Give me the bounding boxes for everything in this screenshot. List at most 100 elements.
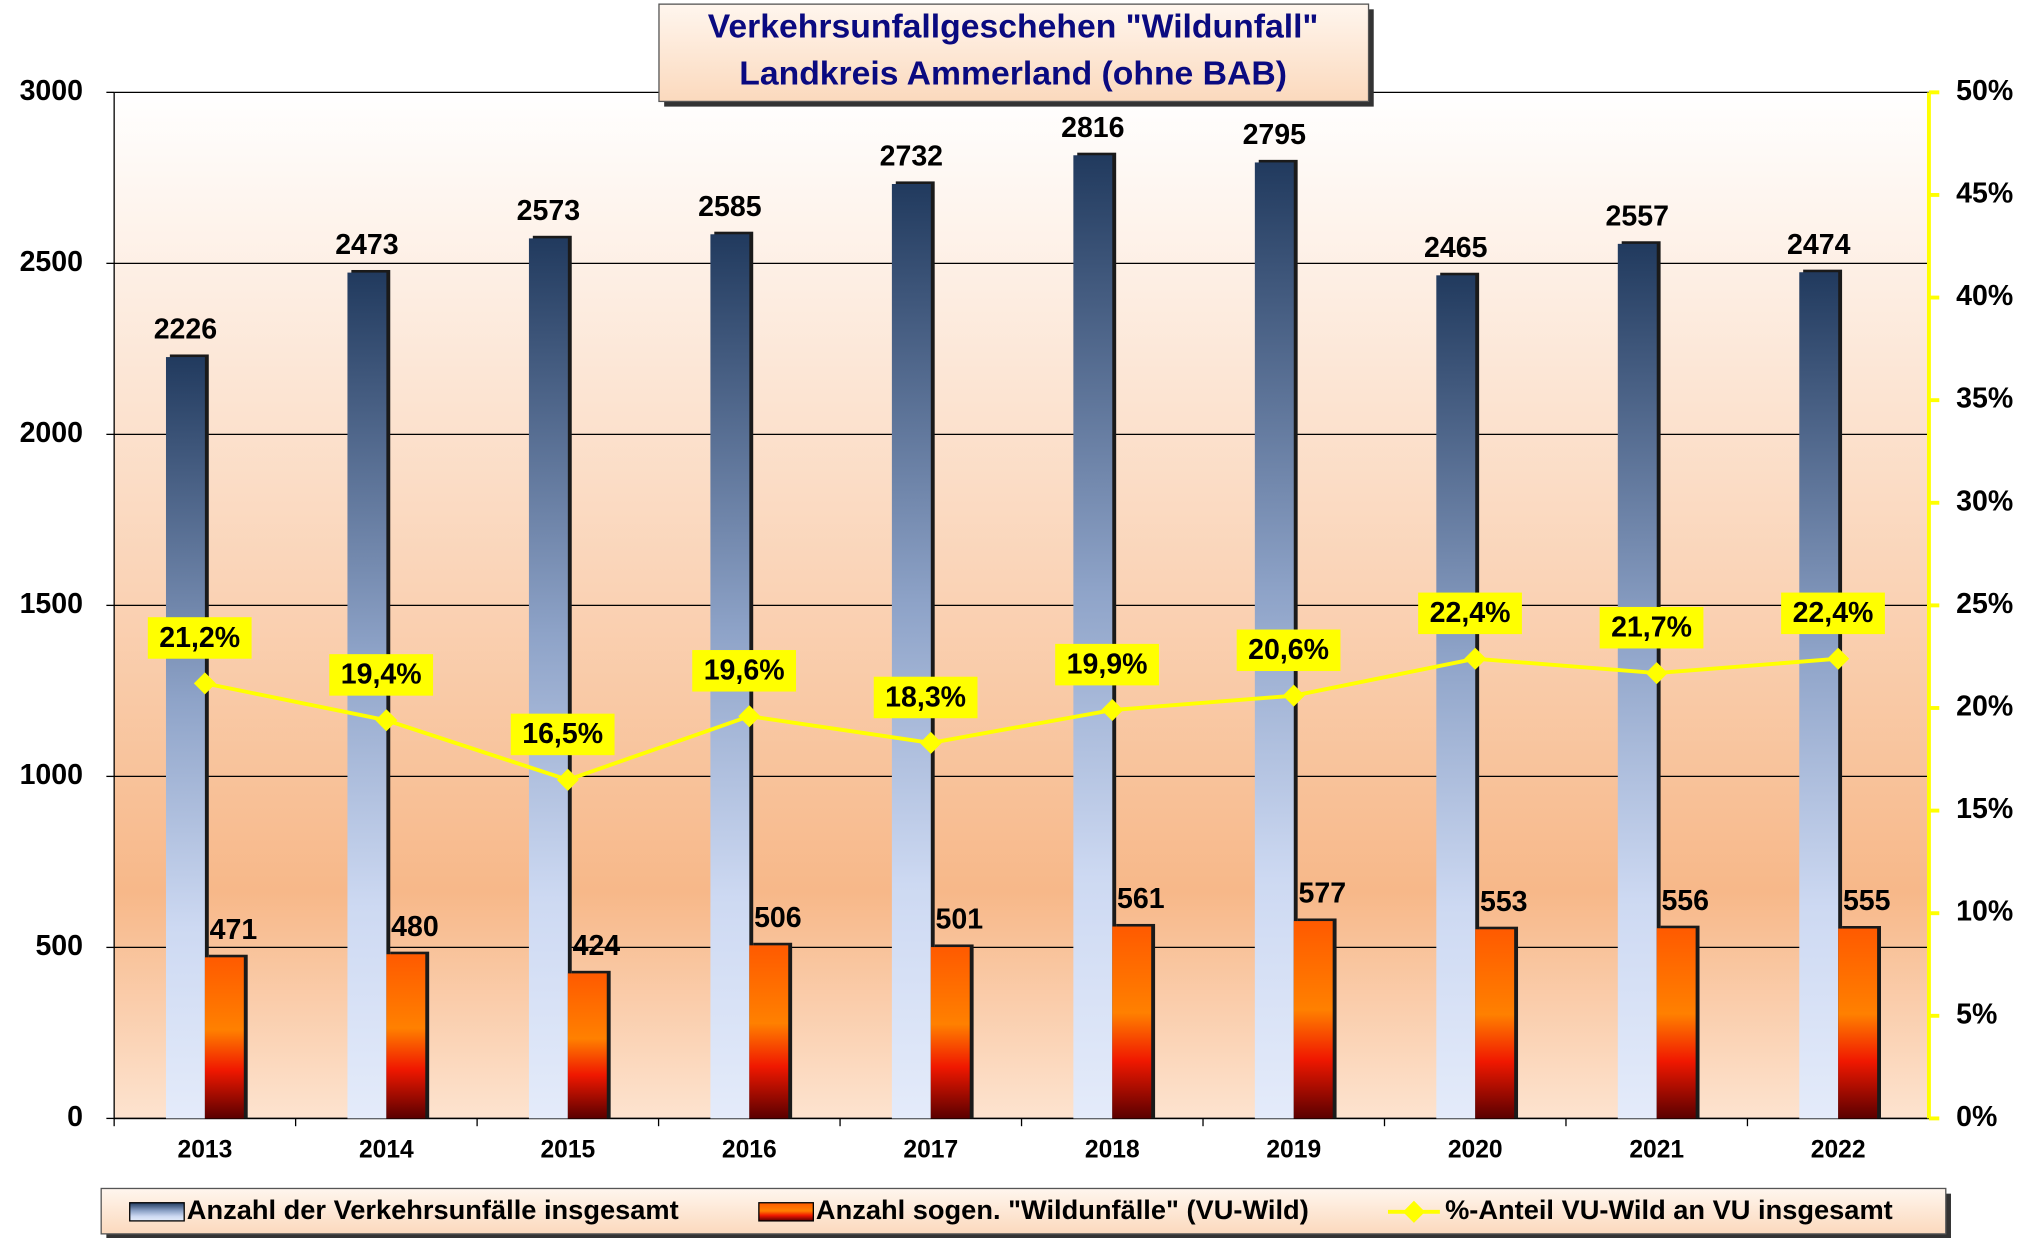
y2-tick-label: 50%	[1956, 75, 2013, 107]
data-label: 506	[754, 902, 802, 934]
line-marker	[1464, 647, 1487, 670]
data-label: 2473	[335, 229, 398, 261]
data-label: 22,4%	[1430, 597, 1511, 629]
bar	[386, 954, 426, 1119]
data-label: 19,9%	[1067, 648, 1148, 680]
bar	[165, 357, 205, 1119]
y2-tick-label: 35%	[1956, 383, 2013, 415]
bar	[1799, 272, 1839, 1119]
bar	[567, 973, 607, 1119]
bar	[749, 945, 789, 1119]
data-label: 577	[1299, 878, 1347, 910]
line-marker	[1827, 647, 1850, 670]
x-tick-label: 2020	[1448, 1136, 1503, 1163]
y2-tick-label: 5%	[1956, 998, 1997, 1030]
legend-label: Anzahl der Verkehrsunfälle insgesamt	[187, 1194, 679, 1225]
data-label: 16,5%	[522, 718, 603, 750]
bar	[1112, 926, 1152, 1119]
data-label-box	[1055, 643, 1159, 686]
data-label: 424	[573, 930, 621, 962]
data-label: 2573	[517, 195, 580, 227]
bar	[1293, 921, 1333, 1119]
bar	[1656, 928, 1696, 1119]
y-tick-label: 3000	[20, 75, 83, 107]
data-label-box	[1599, 606, 1704, 649]
line-marker	[556, 768, 579, 791]
bar	[1838, 928, 1878, 1119]
data-label: 561	[1117, 883, 1165, 915]
y2-tick-label: 15%	[1956, 793, 2013, 825]
data-label-box	[1236, 629, 1341, 672]
bar	[930, 947, 970, 1119]
data-label: 2465	[1424, 232, 1488, 264]
x-tick-label: 2019	[1266, 1136, 1321, 1163]
data-label: 501	[936, 904, 984, 936]
line-marker	[1282, 684, 1305, 707]
data-label: 19,6%	[704, 655, 785, 687]
data-label: 2474	[1787, 229, 1851, 261]
bar	[528, 238, 568, 1119]
data-label: 21,2%	[159, 622, 240, 654]
data-label: 19,4%	[341, 659, 422, 691]
y2-tick-label: 45%	[1956, 177, 2013, 209]
data-label-box	[873, 676, 978, 719]
data-label: 21,7%	[1611, 612, 1692, 644]
x-tick-label: 2015	[540, 1136, 595, 1163]
y-tick-label: 500	[35, 930, 83, 962]
data-label: 18,3%	[885, 681, 966, 713]
data-label-box	[1418, 592, 1522, 635]
data-label: 2585	[698, 191, 762, 223]
x-tick-label: 2017	[903, 1136, 958, 1163]
data-label: 2795	[1243, 119, 1307, 151]
legend-label: Anzahl sogen. "Wildunfälle" (VU-Wild)	[816, 1194, 1309, 1225]
x-tick-label: 2013	[178, 1136, 233, 1163]
x-tick-label: 2022	[1811, 1136, 1866, 1163]
data-label: 2732	[880, 141, 943, 173]
line-marker	[738, 705, 761, 728]
data-label-box	[329, 654, 434, 696]
title-box	[658, 3, 1370, 103]
y-tick-label: 1000	[20, 759, 83, 791]
y-tick-label: 2000	[20, 417, 83, 449]
data-label: 2557	[1606, 200, 1669, 232]
legend-swatch	[129, 1202, 185, 1222]
legend-swatch	[758, 1202, 814, 1222]
data-label: 471	[210, 914, 258, 946]
data-label: 20,6%	[1248, 634, 1329, 666]
chart-subtitle: Landkreis Ammerland (ohne BAB)	[739, 54, 1287, 92]
legend-label: %-Anteil VU-Wild an VU insgesamt	[1445, 1194, 1893, 1225]
y2-tick-label: 10%	[1956, 896, 2013, 928]
data-label: 556	[1661, 885, 1709, 917]
y-tick-label: 2500	[20, 246, 83, 278]
y2-tick-label: 40%	[1956, 280, 2013, 312]
line-marker	[193, 672, 216, 695]
data-label: 22,4%	[1793, 597, 1874, 629]
line	[204, 656, 1839, 782]
x-tick-label: 2018	[1085, 1136, 1140, 1163]
x-tick-label: 2016	[722, 1136, 777, 1163]
bar	[1617, 243, 1657, 1119]
x-tick-label: 2021	[1629, 1136, 1684, 1163]
data-label: 555	[1843, 885, 1891, 917]
data-label-box	[1781, 592, 1885, 635]
data-label: 2816	[1061, 112, 1124, 144]
bar	[1475, 929, 1515, 1119]
data-label: 553	[1480, 886, 1528, 918]
line-marker	[375, 709, 398, 732]
y-tick-label: 1500	[20, 588, 83, 620]
bar	[1436, 275, 1476, 1119]
y2-tick-label: 0%	[1956, 1101, 1997, 1133]
legend-box	[100, 1187, 1947, 1235]
data-label-box	[147, 617, 252, 659]
y2-tick-label: 30%	[1956, 485, 2013, 517]
bar	[204, 957, 244, 1119]
y2-tick-label: 25%	[1956, 588, 2013, 620]
data-label: 480	[391, 911, 439, 943]
y2-tick-label: 20%	[1956, 691, 2013, 723]
data-label-box	[510, 713, 615, 756]
x-tick-label: 2014	[359, 1136, 414, 1163]
bar	[891, 184, 931, 1119]
chart-title: Verkehrsunfallgeschehen "Wildunfall"	[708, 8, 1319, 46]
data-label-box	[692, 650, 797, 692]
